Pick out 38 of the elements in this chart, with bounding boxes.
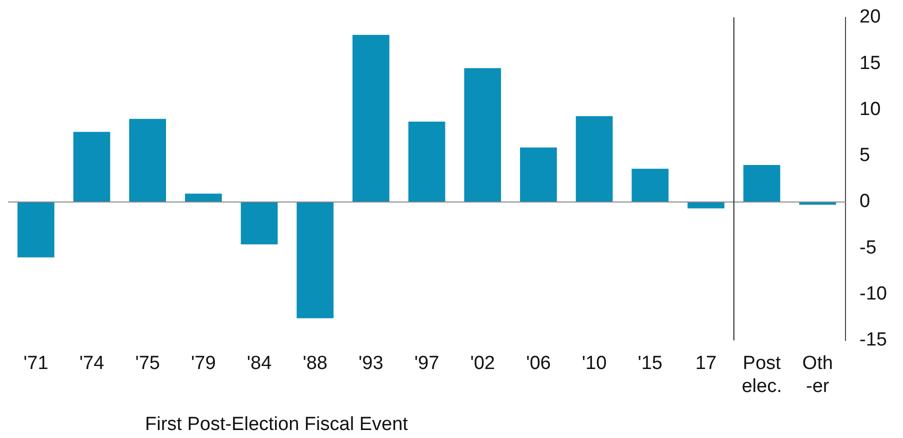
y-tick-label: 10 bbox=[860, 98, 881, 120]
x-tick-label: Post elec. bbox=[742, 353, 782, 397]
bar bbox=[240, 202, 278, 244]
y-tick-label: 0 bbox=[860, 191, 870, 212]
bar bbox=[743, 165, 780, 202]
bar bbox=[129, 118, 166, 202]
x-tick-label: '97 bbox=[414, 353, 440, 374]
x-tick-label: '10 bbox=[582, 353, 607, 374]
y-tick-label: -10 bbox=[860, 283, 888, 304]
y-tick-label: -15 bbox=[860, 330, 888, 351]
x-tick-label: '84 bbox=[246, 353, 272, 374]
x-tick-label: 17 bbox=[695, 353, 717, 374]
bar bbox=[520, 148, 557, 202]
x-tick-label: '93 bbox=[358, 353, 384, 374]
x-tick-label: '02 bbox=[470, 353, 495, 374]
bar bbox=[185, 194, 222, 202]
bar bbox=[408, 122, 446, 202]
x-tick-label: '15 bbox=[638, 353, 662, 374]
y-tick-label: -5 bbox=[860, 237, 876, 258]
x-tick-label: '74 bbox=[79, 353, 105, 374]
x-tick-label: '71 bbox=[24, 353, 48, 374]
bar bbox=[576, 116, 613, 202]
x-tick-label: '75 bbox=[135, 353, 160, 374]
x-axis-title: First Post-Election Fiscal Event bbox=[145, 414, 408, 436]
y-tick-label: 20 bbox=[860, 6, 881, 28]
bar bbox=[296, 202, 334, 318]
x-tick-label: '88 bbox=[302, 353, 328, 374]
y-tick-label: 5 bbox=[860, 145, 870, 166]
x-tick-label: '06 bbox=[526, 353, 551, 374]
x-tick-label: '79 bbox=[191, 353, 216, 374]
bar bbox=[464, 68, 502, 202]
x-tick-label: Oth -er bbox=[802, 353, 833, 397]
bar bbox=[688, 202, 724, 208]
y-tick-label: 15 bbox=[860, 52, 881, 74]
bar bbox=[632, 168, 669, 202]
bar bbox=[352, 34, 390, 202]
bar bbox=[17, 202, 54, 258]
bar bbox=[73, 132, 110, 202]
